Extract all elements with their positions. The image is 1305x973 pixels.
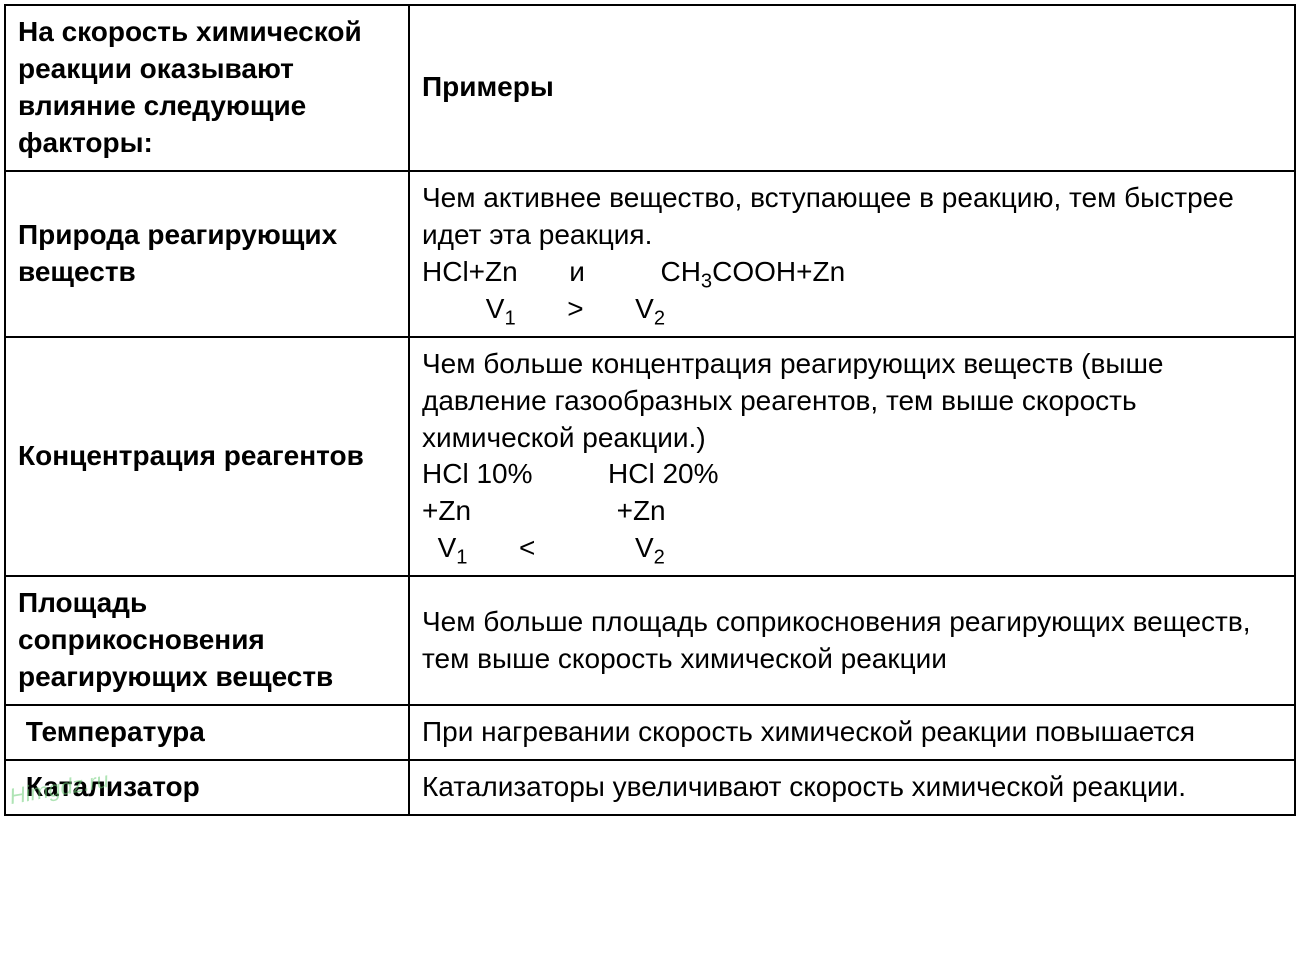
cmp-l-pre: V	[438, 532, 457, 563]
factor-text: Температура	[26, 716, 205, 747]
example-text: Чем больше концентрация реагирующих веще…	[422, 348, 1164, 453]
equation-b: CH3COOH+Zn	[660, 256, 845, 287]
factor-text: Катализатор	[26, 771, 200, 802]
cmp-right: V2	[635, 532, 665, 563]
header-right: Примеры	[409, 5, 1295, 171]
cmp-op: >	[567, 293, 583, 324]
example-cell: При нагревании скорость химической реакц…	[409, 705, 1295, 760]
cmp-r-sub: 2	[654, 547, 665, 569]
cmp-l-sub: 1	[456, 547, 467, 569]
table-header-row: На скорость химической реакции оказывают…	[5, 5, 1295, 171]
table-row: Площадь соприкосновения реагирующих веще…	[5, 576, 1295, 705]
eq-b-pre: CH	[660, 256, 700, 287]
cmp-l-pre: V	[486, 293, 505, 324]
cmp-right: V2	[635, 293, 665, 324]
example-cell: Катализаторы увеличивают скорость химиче…	[409, 760, 1295, 815]
eq-b-sub: 3	[701, 270, 712, 292]
header-left: На скорость химической реакции оказывают…	[5, 5, 409, 171]
factor-cell: Температура	[5, 705, 409, 760]
cmp-left: V1	[430, 532, 475, 563]
factors-table: На скорость химической реакции оказывают…	[4, 4, 1296, 816]
cmp-op: <	[519, 532, 535, 563]
example-cell: Чем активнее вещество, вступающее в реак…	[409, 171, 1295, 337]
factor-cell: Природа реагирующих веществ	[5, 171, 409, 337]
table-row: Катализатор Катализаторы увеличивают ско…	[5, 760, 1295, 815]
table-row: Концентрация реагентов Чем больше концен…	[5, 337, 1295, 577]
col-b-top: HCl 20%	[608, 458, 718, 489]
table-row: Природа реагирующих веществ Чем активнее…	[5, 171, 1295, 337]
cmp-left: V1	[486, 293, 524, 324]
equation-a: HCl+Zn	[422, 256, 518, 287]
table-row: Температура При нагревании скорость хими…	[5, 705, 1295, 760]
col-a-top: HCl 10%	[422, 458, 532, 489]
factor-cell: Катализатор	[5, 760, 409, 815]
cmp-r-pre: V	[635, 532, 654, 563]
cmp-r-sub: 2	[654, 307, 665, 329]
equation-sep: и	[569, 256, 585, 287]
example-text: Чем активнее вещество, вступающее в реак…	[422, 182, 1234, 250]
example-cell: Чем больше площадь соприкосновения реаги…	[409, 576, 1295, 705]
factor-cell: Концентрация реагентов	[5, 337, 409, 577]
eq-b-post: COOH+Zn	[712, 256, 845, 287]
col-a-mid: +Zn	[422, 495, 471, 526]
example-cell: Чем больше концентрация реагирующих веще…	[409, 337, 1295, 577]
cmp-l-sub: 1	[504, 307, 515, 329]
cmp-r-pre: V	[635, 293, 654, 324]
col-b-mid: +Zn	[617, 495, 666, 526]
factor-cell: Площадь соприкосновения реагирующих веще…	[5, 576, 409, 705]
